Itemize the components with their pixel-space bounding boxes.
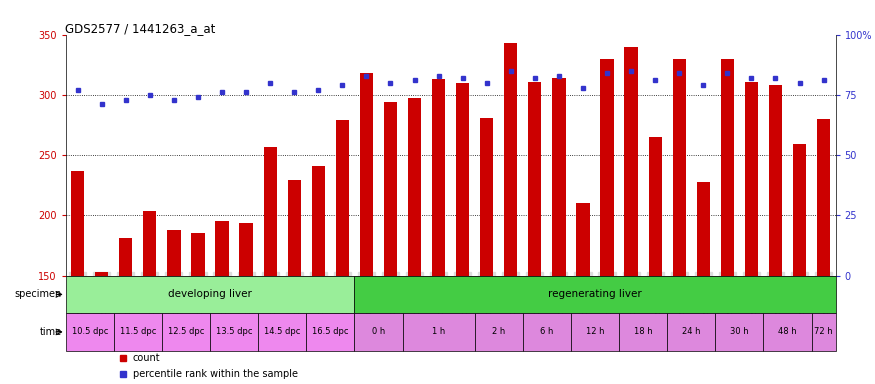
Text: 12 h: 12 h	[585, 328, 605, 336]
Bar	[306, 313, 354, 351]
Bar	[354, 313, 402, 351]
Bar	[432, 79, 445, 276]
Bar	[66, 276, 354, 313]
Text: 72 h: 72 h	[815, 328, 833, 336]
Bar	[384, 102, 397, 276]
Bar	[144, 210, 157, 276]
Bar	[312, 166, 325, 276]
Bar	[523, 313, 571, 351]
Bar	[66, 313, 114, 351]
Bar	[716, 313, 763, 351]
Bar	[769, 85, 782, 276]
Bar	[288, 180, 301, 276]
Text: 11.5 dpc: 11.5 dpc	[120, 328, 156, 336]
Bar	[745, 81, 758, 276]
Bar	[456, 83, 469, 276]
Bar	[408, 98, 421, 276]
Bar	[114, 313, 162, 351]
Text: 6 h: 6 h	[540, 328, 554, 336]
Bar	[817, 119, 830, 276]
Bar	[673, 59, 686, 276]
Text: count: count	[133, 353, 160, 363]
Bar	[402, 313, 475, 351]
Text: GDS2577 / 1441263_a_at: GDS2577 / 1441263_a_at	[65, 22, 215, 35]
Text: 13.5 dpc: 13.5 dpc	[216, 328, 252, 336]
Text: 16.5 dpc: 16.5 dpc	[312, 328, 348, 336]
Bar	[162, 313, 210, 351]
Text: specimen: specimen	[15, 290, 62, 300]
Bar	[167, 230, 180, 276]
Bar	[577, 204, 590, 276]
Bar	[812, 313, 836, 351]
Bar	[475, 313, 523, 351]
Bar	[600, 59, 613, 276]
Bar	[71, 171, 84, 276]
Bar	[552, 78, 565, 276]
Bar	[360, 73, 373, 276]
Bar	[240, 223, 253, 276]
Text: 12.5 dpc: 12.5 dpc	[168, 328, 204, 336]
Bar	[258, 313, 306, 351]
Bar	[648, 137, 662, 276]
Bar	[721, 59, 734, 276]
Bar	[210, 313, 258, 351]
Text: 30 h: 30 h	[730, 328, 749, 336]
Bar	[793, 144, 806, 276]
Bar	[504, 43, 517, 276]
Bar	[354, 276, 836, 313]
Bar	[480, 118, 494, 276]
Text: 2 h: 2 h	[492, 328, 506, 336]
Text: 18 h: 18 h	[634, 328, 653, 336]
Bar	[263, 147, 276, 276]
Bar	[620, 313, 668, 351]
Bar	[336, 120, 349, 276]
Bar	[668, 313, 716, 351]
Text: percentile rank within the sample: percentile rank within the sample	[133, 369, 298, 379]
Bar	[528, 81, 542, 276]
Bar	[625, 46, 638, 276]
Bar	[95, 272, 108, 276]
Text: time: time	[39, 327, 62, 337]
Bar	[119, 238, 132, 276]
Text: 0 h: 0 h	[372, 328, 385, 336]
Bar	[763, 313, 812, 351]
Bar	[696, 182, 710, 276]
Text: developing liver: developing liver	[168, 290, 252, 300]
Text: 10.5 dpc: 10.5 dpc	[72, 328, 108, 336]
Bar	[571, 313, 620, 351]
Text: regenerating liver: regenerating liver	[548, 290, 642, 300]
Bar	[215, 222, 228, 276]
Text: 24 h: 24 h	[682, 328, 701, 336]
Bar	[192, 233, 205, 276]
Text: 1 h: 1 h	[432, 328, 445, 336]
Text: 48 h: 48 h	[778, 328, 797, 336]
Text: 14.5 dpc: 14.5 dpc	[264, 328, 300, 336]
